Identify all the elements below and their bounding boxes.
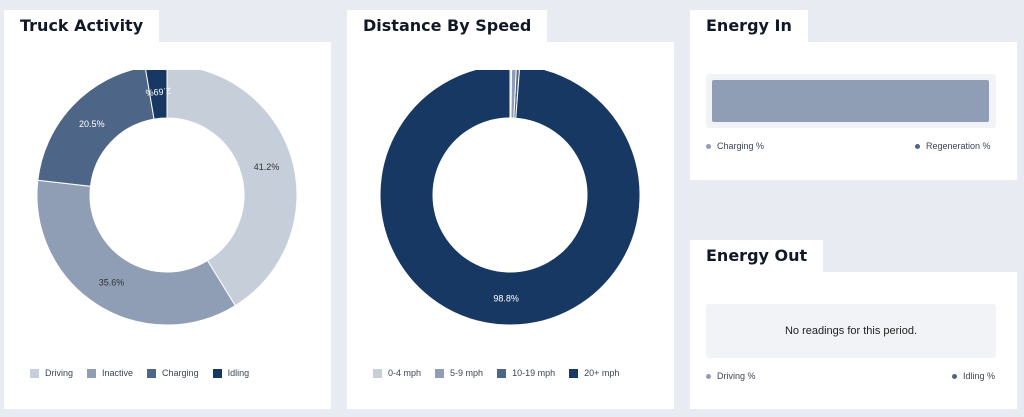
data-label-driving: 41.2% [254, 162, 280, 172]
energy-in-bar-charging [712, 80, 990, 122]
legend-item-inactive[interactable]: Inactive [87, 368, 133, 378]
donut-slice-20-mph [379, 70, 641, 326]
legend-swatch [212, 368, 222, 378]
distance-by-speed-title: Distance By Speed [347, 10, 548, 42]
legend-label: 10-19 mph [512, 368, 556, 378]
legend-item-10-19-mph[interactable]: 10-19 mph [497, 368, 555, 378]
legend-item-idling[interactable]: Idling [212, 368, 250, 378]
legend-item-20-mph[interactable]: 20+ mph [569, 368, 619, 378]
legend-label: 20+ mph [584, 368, 620, 378]
legend-swatch [87, 368, 97, 378]
driving-dot-icon [706, 373, 711, 379]
data-label-inactive: 35.6% [99, 277, 125, 287]
legend-swatch [435, 368, 445, 378]
truck-activity-title: Truck Activity [4, 10, 160, 42]
legend-label: 0-4 mph [388, 368, 422, 378]
legend-label: Driving [45, 368, 74, 378]
energy-out-empty-state: No readings for this period. [706, 304, 996, 358]
energy-in-bar-regeneration [989, 80, 992, 122]
energy-out-legend-idling: Idling % [952, 371, 995, 381]
data-label-20-mph: 98.8% [493, 293, 519, 303]
donut-slice-inactive [36, 179, 236, 326]
truck-activity-donut-chart: 41.2% 35.6% 20.5% 2.69% [36, 70, 298, 326]
distance-by-speed-donut-chart: 98.8% [379, 70, 641, 326]
legend-label: Charging [162, 368, 199, 378]
energy-out-title: Energy Out [690, 240, 824, 272]
legend-swatch [497, 368, 507, 378]
legend-swatch [30, 368, 39, 378]
legend-swatch [373, 368, 382, 378]
donut-slice-idling [145, 70, 168, 120]
legend-item-5-9-mph[interactable]: 5-9 mph [435, 368, 483, 378]
legend-label: Inactive [102, 368, 134, 378]
truck-activity-legend: Driving Inactive Charging Idling [30, 368, 263, 378]
legend-swatch [569, 368, 579, 378]
legend-item-charging[interactable]: Charging [147, 368, 199, 378]
charging-dot-icon [706, 143, 711, 149]
legend-label: Idling [227, 368, 250, 378]
idling-dot-icon [952, 373, 957, 379]
data-label-charging: 20.5% [79, 119, 105, 129]
donut-slice-charging [37, 70, 155, 187]
energy-in-legend-charging: Charging % [706, 141, 764, 151]
donut-slice-driving [166, 70, 298, 307]
energy-in-title: Energy In [690, 10, 808, 42]
legend-item-0-4-mph[interactable]: 0-4 mph [373, 368, 421, 378]
legend-label: 5-9 mph [450, 368, 484, 378]
energy-in-legend-regeneration: Regeneration % [915, 141, 991, 151]
data-label-idling: 2.69% [145, 86, 171, 98]
empty-state-message: No readings for this period. [784, 325, 918, 337]
energy-out-legend-driving: Driving % [706, 371, 756, 381]
legend-swatch [147, 368, 157, 378]
distance-by-speed-legend: 0-4 mph 5-9 mph 10-19 mph 20+ mph [373, 368, 633, 378]
legend-item-driving[interactable]: Driving [30, 368, 73, 378]
regeneration-dot-icon [915, 143, 920, 149]
